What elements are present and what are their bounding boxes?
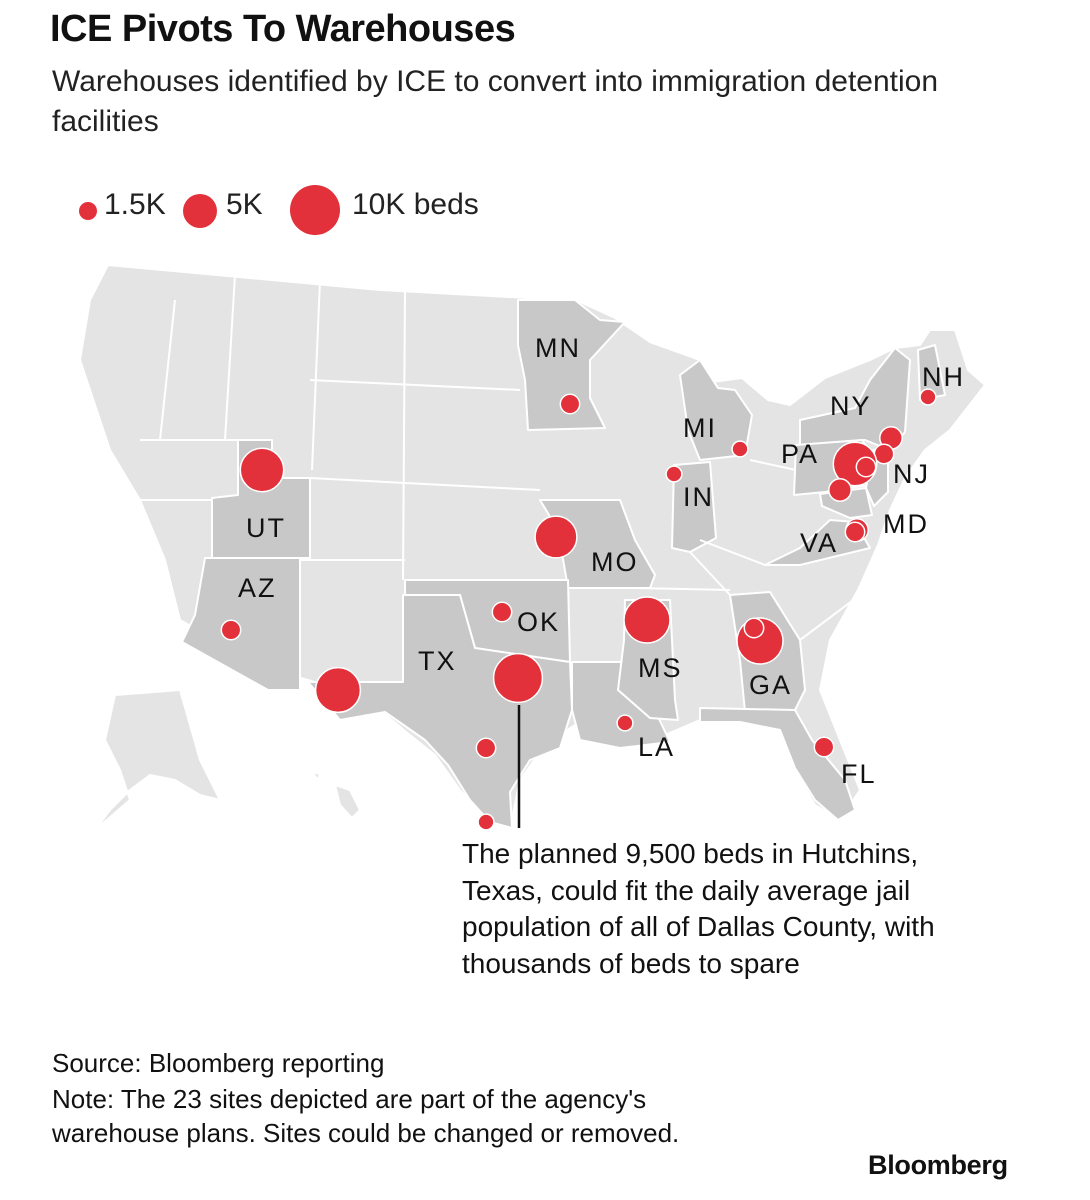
state-AZ [181,557,301,691]
site-marker-nj-8 [855,456,877,478]
state-MI [679,359,753,461]
state-MN [517,299,626,431]
state-label-MD: MD [883,509,929,539]
site-markers [220,388,937,831]
site-marker-ut-11 [239,447,285,493]
legend-dot-small [79,202,97,220]
state-label-MN: MN [535,333,581,363]
state-label-TX: TX [418,646,457,676]
state-label-NJ: NJ [893,459,930,489]
state-label-MI: MI [683,413,717,443]
state-borders [140,274,861,641]
site-marker-ok-14 [491,601,513,623]
state-NH [917,344,946,401]
site-marker-mi-1 [731,440,749,458]
site-marker-in-2 [665,465,683,483]
legend-label-small: 1.5K [104,188,166,221]
state-label-FL: FL [841,759,877,789]
legend-dot-large [290,185,340,235]
size-legend: 1.5K 5K 10K beds [0,175,600,245]
state-label-PA: PA [781,439,819,469]
state-label-LA: LA [638,732,675,762]
state-label-UT: UT [246,513,286,543]
legend-label-medium: 5K [226,188,263,221]
legend-label-large: 10K beds [352,188,479,221]
state-label-NY: NY [830,391,872,421]
state-label-AZ: AZ [238,573,277,603]
chart-title: ICE Pivots To Warehouses [50,8,516,50]
state-label-MS: MS [638,653,683,683]
site-marker-la-22 [616,714,634,732]
state-label-NH: NH [922,362,965,392]
hutchins-callout: The planned 9,500 beds in Hutchins, Texa… [462,838,935,979]
alaska-inset [94,689,221,831]
site-marker-fl-23 [813,736,835,758]
site-marker-ms-15 [623,596,671,644]
state-labels: MN NH NY MI PA NJ IN UT MD VA MO AZ OK T… [238,333,965,789]
state-label-IN: IN [683,482,714,512]
site-marker-az-12 [220,619,242,641]
state-TX [307,594,573,829]
state-IN [671,461,717,553]
bloomberg-logo: Bloomberg [868,1150,1008,1180]
state-shapes [79,264,986,831]
state-label-OK: OK [517,607,560,637]
state-label-GA: GA [749,670,792,700]
state-FL [699,707,856,821]
source-line: Source: Bloomberg reporting [52,1048,385,1078]
legend-dot-medium [183,194,217,228]
site-marker-mo-13 [534,515,578,559]
site-marker-pa-7 [828,478,852,502]
site-marker-tx-20 [475,737,497,759]
site-marker-va-10 [844,521,866,543]
state-label-MO: MO [591,547,639,577]
site-marker-tx-18 [314,666,362,714]
site-marker-ga-17 [743,617,765,639]
chart-subtitle: Warehouses identified by ICE to convert … [52,65,939,138]
note-text: Note: The 23 sites depicted are part of … [52,1084,680,1148]
state-label-VA: VA [800,528,838,558]
site-marker-mn-0 [559,393,581,415]
hawaii-inset [311,771,361,819]
site-marker-tx-21 [477,813,495,831]
site-marker-tx-19 [492,652,544,704]
site-marker-nh-3 [919,388,937,406]
